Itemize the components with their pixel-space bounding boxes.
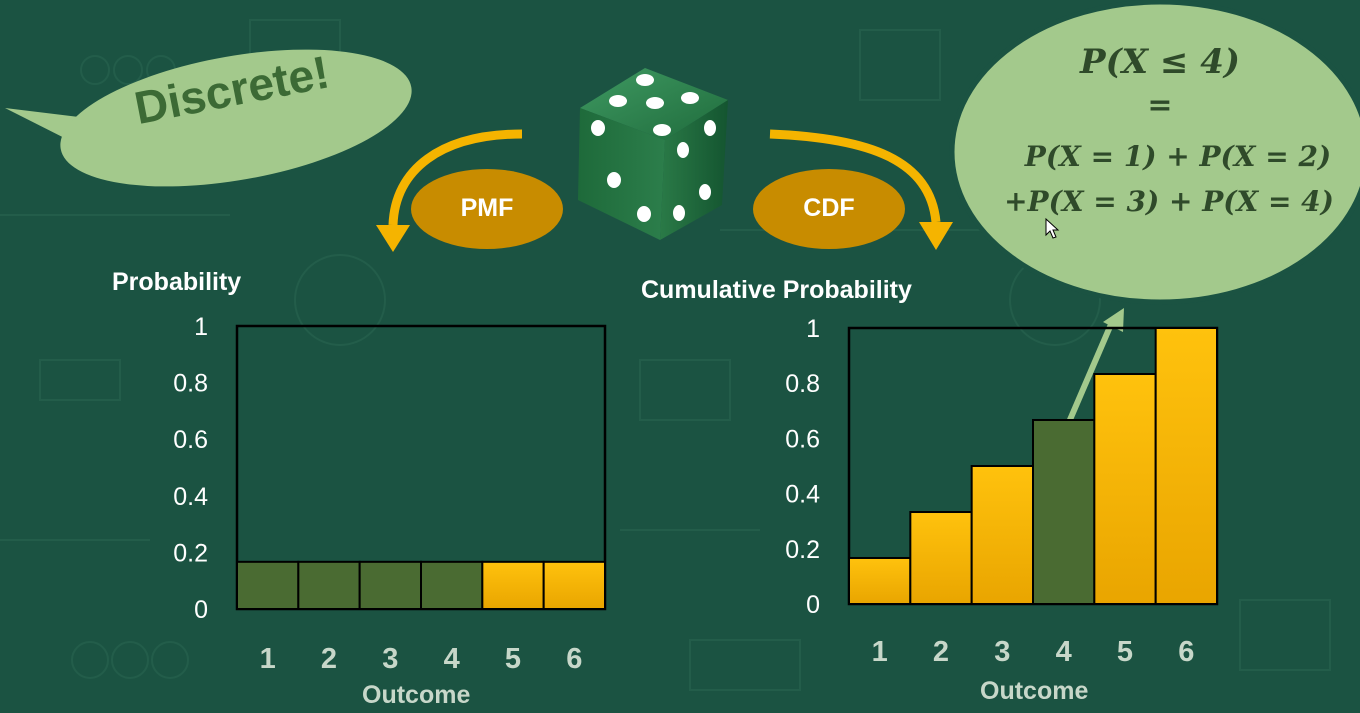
formula-line-4: +P(X = 3) + P(X = 4) [1004,185,1334,218]
discrete-callout [5,49,412,187]
cdf-ytick-label: 0.8 [785,370,820,398]
pmf-category-label: 5 [505,643,521,675]
pmf-pill [411,169,563,249]
mouse-cursor-icon [1045,217,1060,239]
pmf-xlabel: Outcome [362,681,471,709]
formula-line-3: P(X = 1) + P(X = 2) [1024,140,1332,173]
cdf-bar-3 [970,465,1035,605]
cdf-arrow [769,129,953,250]
pmf-ytick-label: 0.6 [173,426,208,454]
cdf-ytick-label: 0.6 [785,425,820,453]
pmf-category-label: 1 [260,643,276,675]
pmf-ytick-label: 1 [194,313,208,341]
pmf-label: PMF [460,194,514,222]
cdf-category-label: 3 [994,636,1010,668]
pmf-bar-1 [236,560,300,611]
bubble-pointer-arrow [1060,308,1124,438]
cdf-ytick-label: 0.2 [785,536,820,564]
cdf-pill [753,169,905,249]
cdf-category-label: 5 [1117,636,1133,668]
pmf-category-label: 3 [382,643,398,675]
pmf-bar-6 [542,560,607,611]
cdf-category-label: 4 [1056,636,1072,668]
cdf-bar-5 [1093,373,1157,605]
charts: 0 0.2 0.4 0.6 0.8 1 1 2 3 4 5 6 0 0.2 0.4 0.6 0.8 1 1 2 3 4 5 6 [173,313,1219,675]
cdf-ytick-label: 0.4 [785,481,820,509]
die-icon [578,68,728,240]
cdf-xlabel: Outcome [980,677,1089,705]
cdf-ytick-label: 0 [806,591,820,619]
pmf-bar-4 [420,560,484,611]
cdf-label: CDF [803,194,855,222]
cdf-bar-1 [848,556,912,605]
pmf-ytick-label: 0 [194,596,208,624]
pmf-arrow [376,129,523,252]
pmf-category-label: 6 [566,643,582,675]
pmf-ylabel: Probability [112,268,242,296]
pmf-category-label: 2 [321,643,337,675]
pmf-ytick-label: 0.4 [173,483,208,511]
pmf-category-label: 4 [444,643,460,675]
cdf-bar-2 [909,511,973,606]
pmf-bar-3 [358,560,422,611]
pmf-ytick-label: 0.8 [173,370,208,398]
pmf-ytick-label: 0.2 [173,539,208,567]
cdf-category-label: 6 [1178,636,1194,668]
formula-line-2: = [1147,88,1173,123]
cdf-category-label: 1 [872,636,888,668]
formula-line-1: P(X ≤ 4) [1080,42,1240,82]
cdf-category-label: 2 [933,636,949,668]
cdf-bar-4 [1032,418,1096,606]
pmf-bar-2 [297,560,361,611]
cdf-ytick-label: 1 [806,315,820,343]
cdf-bar-6 [1154,327,1218,605]
pmf-bar-5 [481,560,545,611]
cdf-ylabel: Cumulative Probability [641,276,912,304]
